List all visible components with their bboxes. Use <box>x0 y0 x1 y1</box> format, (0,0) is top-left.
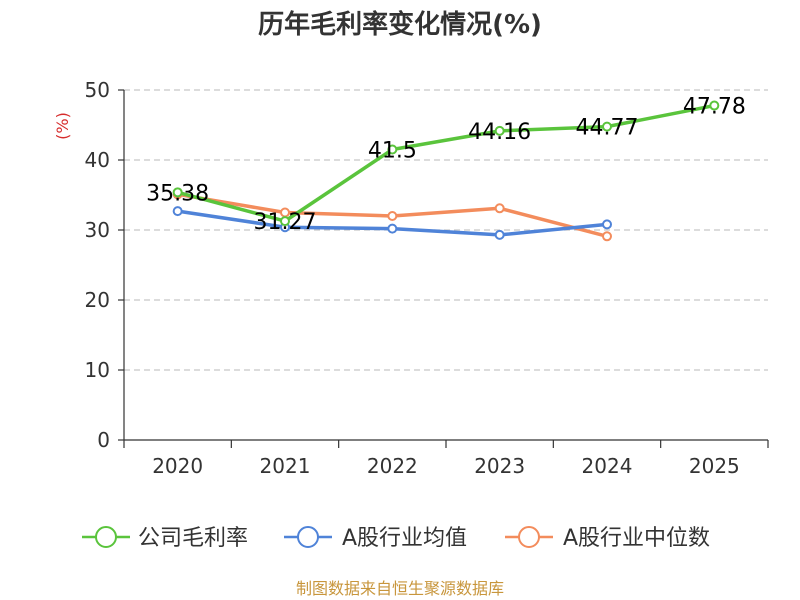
y-tick-label: 20 <box>85 288 110 312</box>
legend-item-2: A股行业中位数 <box>505 526 710 551</box>
legend-marker <box>518 526 540 548</box>
legend-marker <box>95 526 117 548</box>
data-label: 47.78 <box>683 95 746 120</box>
data-label: 35.38 <box>146 181 209 206</box>
data-label: 44.77 <box>576 116 639 141</box>
series-2 <box>172 189 612 242</box>
axis-layer: 0 10 20 30 40 50 2020 2021 2022 2023 2024 2025 <box>85 78 769 478</box>
data-point <box>602 231 612 242</box>
data-point <box>602 219 612 230</box>
data-point <box>387 223 398 234</box>
x-tick-label-2022: 2022 <box>367 454 418 478</box>
y-tick-label: 50 <box>85 78 110 102</box>
data-point <box>494 125 505 136</box>
data-point <box>172 187 183 198</box>
x-tick-label-2024: 2024 <box>582 454 633 478</box>
data-point <box>387 144 398 155</box>
legend-label: A股行业中位数 <box>563 526 710 551</box>
legend: 公司毛利率 A股行业均值 A股行业中位数 <box>82 526 710 551</box>
x-tick-label-2023: 2023 <box>474 454 525 478</box>
data-point <box>172 206 183 217</box>
series-layer <box>172 100 720 242</box>
x-tick-label-2020: 2020 <box>152 454 203 478</box>
y-tick-label: 30 <box>85 218 110 242</box>
y-tick-label: 0 <box>97 428 110 452</box>
data-point <box>494 203 505 214</box>
source-note: 制图数据来自恒生聚源数据库 <box>296 579 504 598</box>
data-point <box>602 121 612 132</box>
legend-item-1: A股行业均值 <box>284 526 467 551</box>
data-label: 44.16 <box>468 120 531 145</box>
legend-item-0: 公司毛利率 <box>82 526 248 551</box>
x-tick-label-2025: 2025 <box>689 454 740 478</box>
legend-label: 公司毛利率 <box>138 526 248 551</box>
legend-marker <box>297 526 319 548</box>
data-point <box>387 211 398 221</box>
data-label: 31.27 <box>254 210 317 235</box>
data-point <box>494 229 505 240</box>
series-line-0 <box>177 103 715 223</box>
y-tick-label: 10 <box>85 358 110 382</box>
series-0 <box>172 100 720 227</box>
data-point <box>280 216 290 227</box>
legend-label: A股行业均值 <box>342 526 467 551</box>
data-point <box>709 100 720 111</box>
series-1 <box>172 206 612 240</box>
y-axis-label: (%) <box>53 112 72 140</box>
data-label: 41.5 <box>368 139 417 164</box>
data-label-layer: 35.38 31.27 41.5 44.16 44.77 47.78 <box>146 95 746 236</box>
x-tick-label-2021: 2021 <box>260 454 311 478</box>
chart-title: 历年毛利率变化情况(%) <box>258 9 542 40</box>
y-tick-label: 40 <box>85 148 110 172</box>
